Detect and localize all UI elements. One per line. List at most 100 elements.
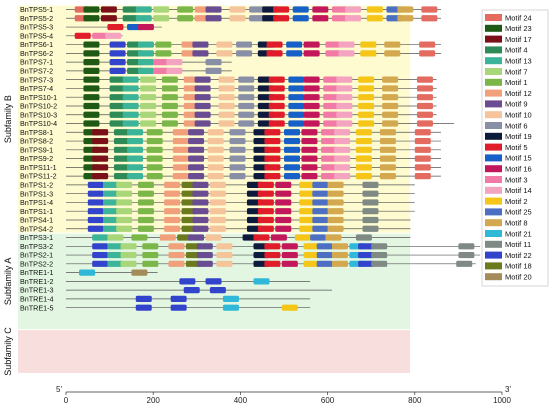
motif-box xyxy=(397,15,414,22)
gene-name: BnTPS1-3 xyxy=(20,189,53,198)
motif-box xyxy=(301,164,318,171)
motif-box xyxy=(164,199,181,206)
gene-name: BnTPS7-1 xyxy=(20,58,53,67)
motif-box xyxy=(273,6,290,13)
subfamily-label: Subfamily C xyxy=(3,327,13,376)
motif-box xyxy=(194,85,211,92)
motif-box xyxy=(303,120,320,127)
motif-box xyxy=(366,15,383,22)
gene-row: BnTPS11-2 xyxy=(20,172,441,181)
motif-box xyxy=(207,173,224,180)
motif-box xyxy=(362,225,379,232)
subfamily-label: Subfamily B xyxy=(3,95,13,143)
motif-box xyxy=(216,251,233,259)
legend-swatch xyxy=(485,154,502,162)
motif-box xyxy=(421,15,438,22)
motif-box xyxy=(122,85,139,92)
motif-box xyxy=(379,129,396,136)
motif-box xyxy=(216,260,233,267)
motif-box xyxy=(253,234,270,241)
legend-label: Motif 2 xyxy=(505,197,528,206)
motif-box xyxy=(159,234,176,241)
gene-row: BnTPS7-2 xyxy=(20,66,232,75)
gene-name: BnTPS6-2 xyxy=(20,49,53,58)
motif-box xyxy=(192,190,209,197)
motif-box xyxy=(83,67,100,74)
legend-label: Motif 25 xyxy=(505,208,532,217)
motif-box xyxy=(164,181,181,188)
motif-box xyxy=(113,146,130,153)
motif-box xyxy=(188,164,205,171)
motif-box xyxy=(382,76,399,83)
motif-box xyxy=(303,76,320,83)
motif-box xyxy=(284,137,300,145)
motif-box xyxy=(382,102,399,110)
gene-row: BnTPS5-4 xyxy=(20,31,123,40)
gene-name: BnTPS9-1 xyxy=(20,145,53,154)
legend-label: Motif 5 xyxy=(505,143,528,152)
legend-swatch xyxy=(485,240,502,248)
motif-box xyxy=(172,146,189,153)
motif-box xyxy=(216,41,233,48)
motif-box xyxy=(137,225,154,232)
motif-box xyxy=(153,67,170,74)
motif-box xyxy=(303,85,320,92)
gene-row: BnTPS1-2 xyxy=(20,181,415,190)
motif-box xyxy=(109,102,126,110)
motif-box xyxy=(209,199,226,206)
motif-box xyxy=(83,15,100,22)
motif-box xyxy=(312,208,329,215)
gene-row: BnTPS2-1 xyxy=(20,251,481,260)
legend-label: Motif 8 xyxy=(505,219,528,228)
motif-box xyxy=(222,304,239,311)
motif-box xyxy=(266,50,283,57)
motif-box xyxy=(292,6,309,13)
gene-name: BnTPS1-2 xyxy=(20,181,53,190)
motif-box xyxy=(164,216,181,224)
motif-box xyxy=(137,41,154,48)
motif-box xyxy=(229,164,246,171)
motif-box xyxy=(155,50,172,57)
motif-box xyxy=(334,129,351,136)
motif-box xyxy=(325,234,342,241)
gene-name: BnTPS2-1 xyxy=(20,251,53,260)
motif-box xyxy=(358,120,375,127)
motif-box xyxy=(107,260,124,267)
legend-label: Motif 14 xyxy=(505,186,532,195)
motif-box xyxy=(140,94,157,101)
length-axis: 5' 3' xyxy=(56,385,511,394)
motif-box xyxy=(83,6,100,13)
motif-box xyxy=(116,208,133,215)
motif-box xyxy=(146,155,163,162)
motif-box xyxy=(109,120,126,127)
motif-box xyxy=(264,173,281,180)
motif-box xyxy=(83,111,100,118)
motif-box xyxy=(131,269,148,276)
legend-swatch xyxy=(485,78,502,86)
legend-swatch xyxy=(485,14,502,21)
gene-row: BnTPS6-1 xyxy=(20,40,441,49)
motif-box xyxy=(172,164,189,171)
motif-box xyxy=(325,41,342,48)
gene-name: BnTPS5-1 xyxy=(20,5,53,14)
legend-swatch xyxy=(485,122,502,129)
legend-swatch xyxy=(485,165,502,173)
motif-box xyxy=(257,190,274,197)
motif-box xyxy=(358,85,375,92)
legend-swatch xyxy=(485,143,502,151)
motif-box xyxy=(194,120,211,127)
gene-name: BnTRE1-2 xyxy=(20,277,54,286)
legend-label: Motif 1 xyxy=(505,78,528,87)
motif-box xyxy=(268,111,285,118)
motif-box xyxy=(179,278,196,285)
motif-box xyxy=(74,32,91,39)
motif-box xyxy=(301,129,318,136)
motif-box xyxy=(137,199,154,206)
motif-box xyxy=(83,41,100,48)
motif-box xyxy=(109,41,126,48)
motif-box xyxy=(137,181,154,188)
gene-name: BnTPS5-4 xyxy=(20,31,53,40)
gene-name: BnTPS1-1 xyxy=(20,207,53,216)
gene-name: BnTPS6-1 xyxy=(20,40,53,49)
motif-box xyxy=(109,59,126,66)
